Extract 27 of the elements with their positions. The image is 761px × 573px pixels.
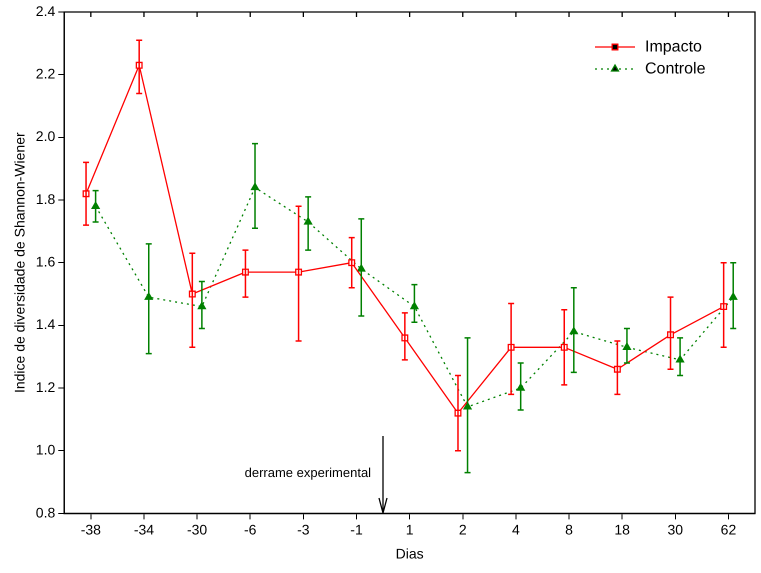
y-tick-label: 2.4: [36, 2, 56, 19]
y-tick-label: 1.6: [36, 254, 56, 270]
y-axis-title: Indice de diversidade de Shannon-Wiener: [11, 132, 28, 394]
x-tick-label: 18: [614, 522, 630, 538]
x-tick-label: -34: [134, 522, 154, 538]
x-tick-label: 62: [720, 522, 736, 538]
x-tick-label: 30: [668, 522, 684, 538]
y-tick-label: 0.8: [36, 504, 56, 520]
x-axis-title: Dias: [396, 545, 424, 562]
x-tick-label: -30: [186, 522, 208, 538]
x-tick-label: -1: [350, 522, 363, 538]
y-tick-label: 2.2: [36, 66, 56, 82]
y-tick-label: 1.0: [36, 442, 56, 458]
y-tick-label: 2.0: [36, 128, 56, 144]
x-tick-label: -6: [244, 522, 257, 538]
legend-label: Controle: [645, 60, 706, 78]
x-tick-label: 1: [406, 522, 414, 538]
annotation: derrame experimental: [244, 464, 372, 480]
x-tick-label: 8: [565, 522, 574, 538]
y-tick-label: 1.4: [36, 316, 56, 332]
y-tick-label: 1.8: [36, 190, 56, 207]
legend-label: Impacto: [645, 38, 702, 56]
x-tick-label: -38: [80, 522, 102, 538]
y-tick-label: 1.2: [36, 378, 56, 395]
x-tick-label: -3: [297, 522, 310, 538]
x-tick-label: 2: [458, 522, 467, 538]
x-tick-label: 4: [512, 522, 520, 538]
